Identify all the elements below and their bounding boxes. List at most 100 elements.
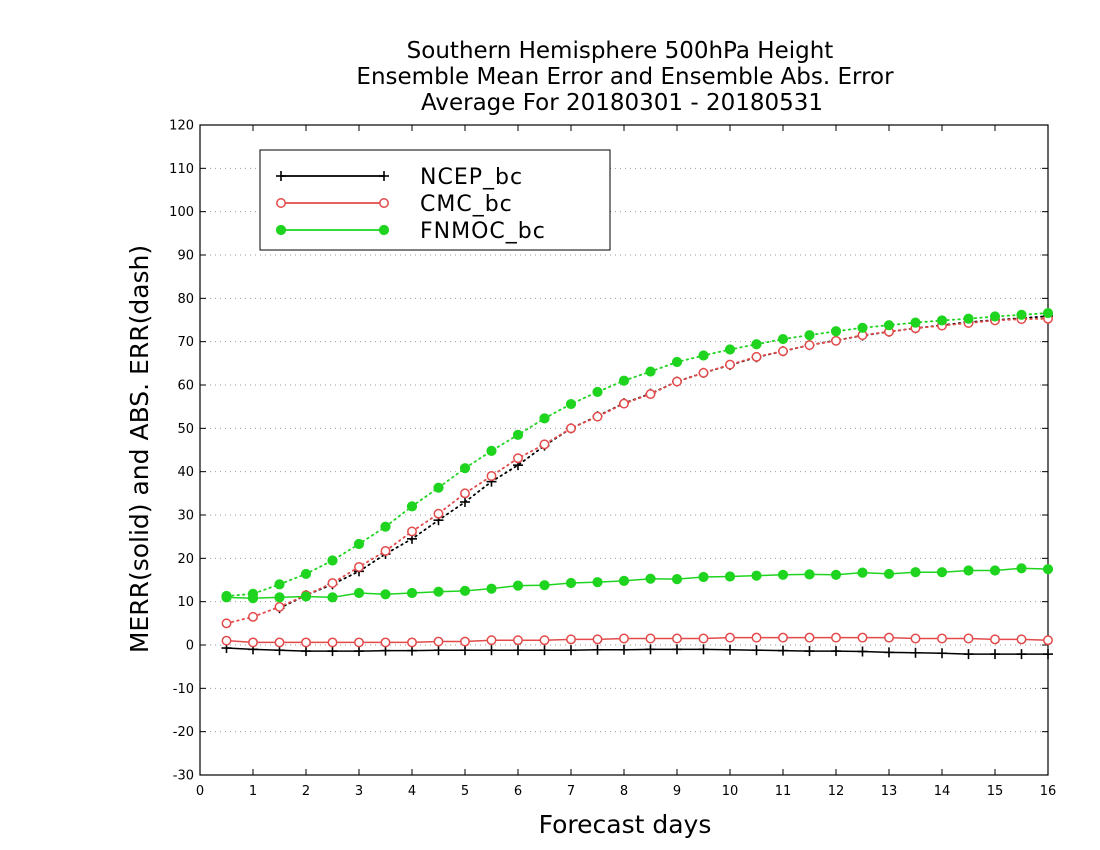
merr-line-cmc-bc: [226, 636, 1049, 644]
legend-item-ncep-bc: NCEP_bc: [276, 165, 522, 190]
y-tick-label: 50: [177, 422, 194, 437]
abs-err-point-cmc-bc: [248, 611, 258, 622]
abs-err-line-fnmoc-bc: [225, 312, 1049, 597]
merr-point-fnmoc-bc: [989, 565, 1001, 576]
merr-point-cmc-bc: [407, 637, 417, 648]
merr-point-cmc-bc: [619, 633, 629, 644]
y-tick-label: 120: [169, 119, 194, 134]
chart-title: Southern Hemisphere 500hPa Height Ensemb…: [356, 38, 894, 116]
merr-point-cmc-bc: [831, 632, 841, 643]
merr-point-cmc-bc: [990, 634, 1000, 645]
chart-title-line-3: Average For 20180301 - 20180531: [421, 90, 823, 116]
abs-err-point-fnmoc-bc: [724, 344, 736, 355]
x-tick-label: 4: [408, 784, 416, 799]
merr-point-cmc-bc: [778, 632, 788, 643]
abs-err-point-cmc-bc: [460, 488, 470, 499]
merr-point-ncep-bc: [486, 645, 497, 656]
x-axis-title: Forecast days: [539, 810, 712, 839]
merr-point-ncep-bc: [804, 646, 815, 657]
merr-point-fnmoc-bc: [1042, 564, 1054, 575]
x-tick-label: 7: [567, 784, 575, 799]
merr-point-fnmoc-bc: [353, 587, 365, 599]
merr-point-ncep-bc: [513, 645, 523, 656]
merr-point-fnmoc-bc: [433, 586, 444, 597]
series-cmc-bc: [221, 313, 1053, 648]
merr-point-cmc-bc: [592, 634, 603, 645]
legend-item-fnmoc-bc: FNMOC_bc: [275, 219, 545, 244]
merr-point-ncep-bc: [539, 645, 550, 656]
merr-point-fnmoc-bc: [804, 569, 815, 580]
abs-err-point-fnmoc-bc: [565, 398, 577, 410]
merr-point-cmc-bc: [910, 633, 921, 644]
y-tick-label: 10: [177, 595, 194, 610]
merr-point-cmc-bc: [539, 635, 550, 646]
abs-err-point-cmc-bc: [274, 601, 285, 612]
merr-point-cmc-bc: [301, 637, 311, 648]
x-tick-label: 3: [355, 784, 363, 799]
merr-point-fnmoc-bc: [565, 577, 577, 589]
merr-point-fnmoc-bc: [936, 567, 948, 578]
merr-point-cmc-bc: [566, 634, 576, 645]
abs-err-point-fnmoc-bc: [486, 445, 497, 456]
merr-point-ncep-bc: [698, 644, 709, 655]
abs-err-point-cmc-bc: [751, 351, 762, 362]
merr-point-cmc-bc: [698, 633, 709, 644]
abs-err-point-fnmoc-bc: [989, 311, 1001, 322]
merr-point-cmc-bc: [274, 637, 285, 648]
y-tick-label: 40: [177, 465, 194, 480]
merr-point-fnmoc-bc: [486, 583, 497, 594]
merr-point-ncep-bc: [937, 648, 947, 659]
merr-point-fnmoc-bc: [963, 565, 974, 576]
merr-point-ncep-bc: [778, 645, 788, 656]
abs-err-point-fnmoc-bc: [300, 568, 312, 580]
merr-point-fnmoc-bc: [671, 574, 683, 585]
merr-point-ncep-bc: [645, 644, 656, 655]
merr-point-fnmoc-bc: [274, 592, 285, 603]
abs-err-point-fnmoc-bc: [804, 330, 815, 341]
merr-point-ncep-bc: [672, 644, 682, 655]
merr-point-fnmoc-bc: [698, 571, 709, 583]
merr-point-ncep-bc: [566, 645, 576, 656]
chart-title-line-2: Ensemble Mean Error and Ensemble Abs. Er…: [356, 64, 894, 90]
x-tick-label: 1: [249, 784, 257, 799]
abs-err-line-ncep-bc: [278, 315, 1049, 610]
merr-point-cmc-bc: [1043, 635, 1053, 646]
abs-err-point-cmc-bc: [725, 359, 735, 370]
merr-point-ncep-bc: [1016, 649, 1027, 660]
merr-point-fnmoc-bc: [1016, 563, 1027, 574]
abs-err-point-fnmoc-bc: [830, 326, 842, 337]
legend-marker-fnmoc-bc: [275, 224, 287, 236]
merr-line-ncep-bc: [226, 647, 1048, 655]
abs-err-point-cmc-bc: [645, 389, 656, 400]
series-ncep-bc: [221, 311, 1053, 660]
abs-err-point-fnmoc-bc: [671, 356, 683, 368]
abs-err-point-cmc-bc: [221, 618, 232, 629]
x-tick-label: 9: [673, 784, 681, 799]
abs-err-point-cmc-bc: [486, 471, 497, 481]
merr-point-fnmoc-bc: [592, 577, 603, 588]
y-tick-label: 70: [177, 335, 194, 350]
merr-point-ncep-bc: [751, 645, 762, 656]
merr-point-cmc-bc: [725, 632, 735, 643]
merr-point-cmc-bc: [963, 633, 974, 644]
abs-err-point-fnmoc-bc: [963, 313, 974, 324]
x-tick-label: 6: [514, 784, 522, 799]
legend-item-cmc-bc: CMC_bc: [276, 192, 512, 217]
abs-err-point-cmc-bc: [831, 335, 841, 346]
merr-point-ncep-bc: [910, 647, 921, 658]
x-tick-label: 8: [620, 784, 628, 799]
abs-err-point-fnmoc-bc: [327, 555, 338, 566]
merr-point-cmc-bc: [513, 635, 523, 646]
merr-point-ncep-bc: [884, 647, 894, 658]
abs-err-point-fnmoc-bc: [539, 413, 550, 424]
merr-point-cmc-bc: [380, 637, 391, 648]
merr-point-ncep-bc: [592, 644, 603, 655]
abs-err-point-cmc-bc: [566, 423, 576, 434]
x-tick-label: 15: [987, 784, 1004, 799]
abs-err-point-fnmoc-bc: [857, 322, 868, 333]
y-tick-label: 20: [177, 552, 194, 567]
x-tick-label: 5: [461, 784, 469, 799]
merr-point-cmc-bc: [672, 633, 682, 644]
legend-box: [259, 149, 611, 251]
